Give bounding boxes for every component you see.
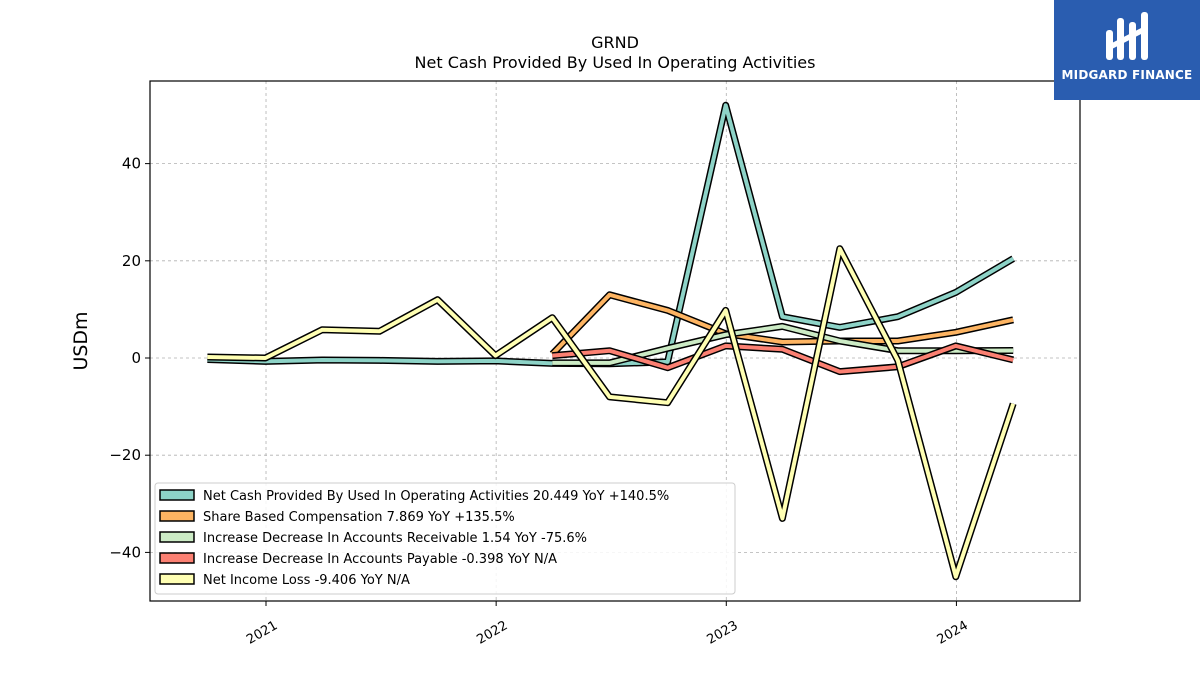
legend-swatch <box>159 552 195 564</box>
legend-label: Net Income Loss -9.406 YoY N/A <box>203 573 410 588</box>
y-tick-label: −20 <box>109 446 141 464</box>
y-axis-label: USDm <box>70 311 92 370</box>
logo-mark-icon <box>1106 12 1148 60</box>
legend-swatch <box>159 489 195 501</box>
legend-item: Net Income Loss -9.406 YoY N/A <box>159 573 410 588</box>
x-tick-label: 2024 <box>935 618 971 648</box>
brand-logo: MIDGARD FINANCE <box>1054 0 1200 100</box>
x-tick-label: 2021 <box>244 618 280 648</box>
y-tick-label: −40 <box>109 543 141 561</box>
x-axis: 2021 2022 2023 2024 <box>244 601 971 648</box>
y-axis: −40 −20 0 20 40 <box>109 155 150 561</box>
chart-title: GRND <box>591 33 639 52</box>
series-stroke <box>207 246 1016 579</box>
series-outline <box>207 101 1015 368</box>
y-tick-label: 20 <box>122 252 141 270</box>
series-line-5 <box>207 245 1017 581</box>
legend-swatch <box>159 510 195 522</box>
legend-item: Increase Decrease In Accounts Payable -0… <box>159 552 557 567</box>
series-line-1 <box>207 101 1015 368</box>
plot-frame <box>149 80 1081 602</box>
series-group <box>207 101 1017 581</box>
legend-item: Share Based Compensation 7.869 YoY +135.… <box>159 510 515 525</box>
legend-swatch <box>159 531 195 543</box>
x-tick-label: 2022 <box>474 618 510 648</box>
series-stroke <box>207 103 1015 366</box>
legend-label: Increase Decrease In Accounts Payable -0… <box>203 552 557 567</box>
x-tick-label: 2023 <box>704 618 740 648</box>
legend: Net Cash Provided By Used In Operating A… <box>154 482 736 595</box>
y-tick-label: 0 <box>131 349 141 367</box>
legend-label: Share Based Compensation 7.869 YoY +135.… <box>203 510 515 525</box>
series-line-2 <box>549 291 1014 357</box>
legend-swatch <box>159 573 195 585</box>
series-stroke <box>552 343 1014 374</box>
y-tick-label: 40 <box>122 155 141 173</box>
chart-subtitle: Net Cash Provided By Used In Operating A… <box>415 53 816 72</box>
legend-box <box>154 482 736 595</box>
legend-item: Increase Decrease In Accounts Receivable… <box>159 531 587 546</box>
legend-label: Net Cash Provided By Used In Operating A… <box>203 489 669 504</box>
logo-text: MIDGARD FINANCE <box>1061 68 1193 82</box>
series-line-4 <box>552 342 1015 376</box>
legend-item: Net Cash Provided By Used In Operating A… <box>159 489 669 504</box>
series-stroke <box>550 292 1014 356</box>
legend-label: Increase Decrease In Accounts Receivable… <box>203 531 587 546</box>
